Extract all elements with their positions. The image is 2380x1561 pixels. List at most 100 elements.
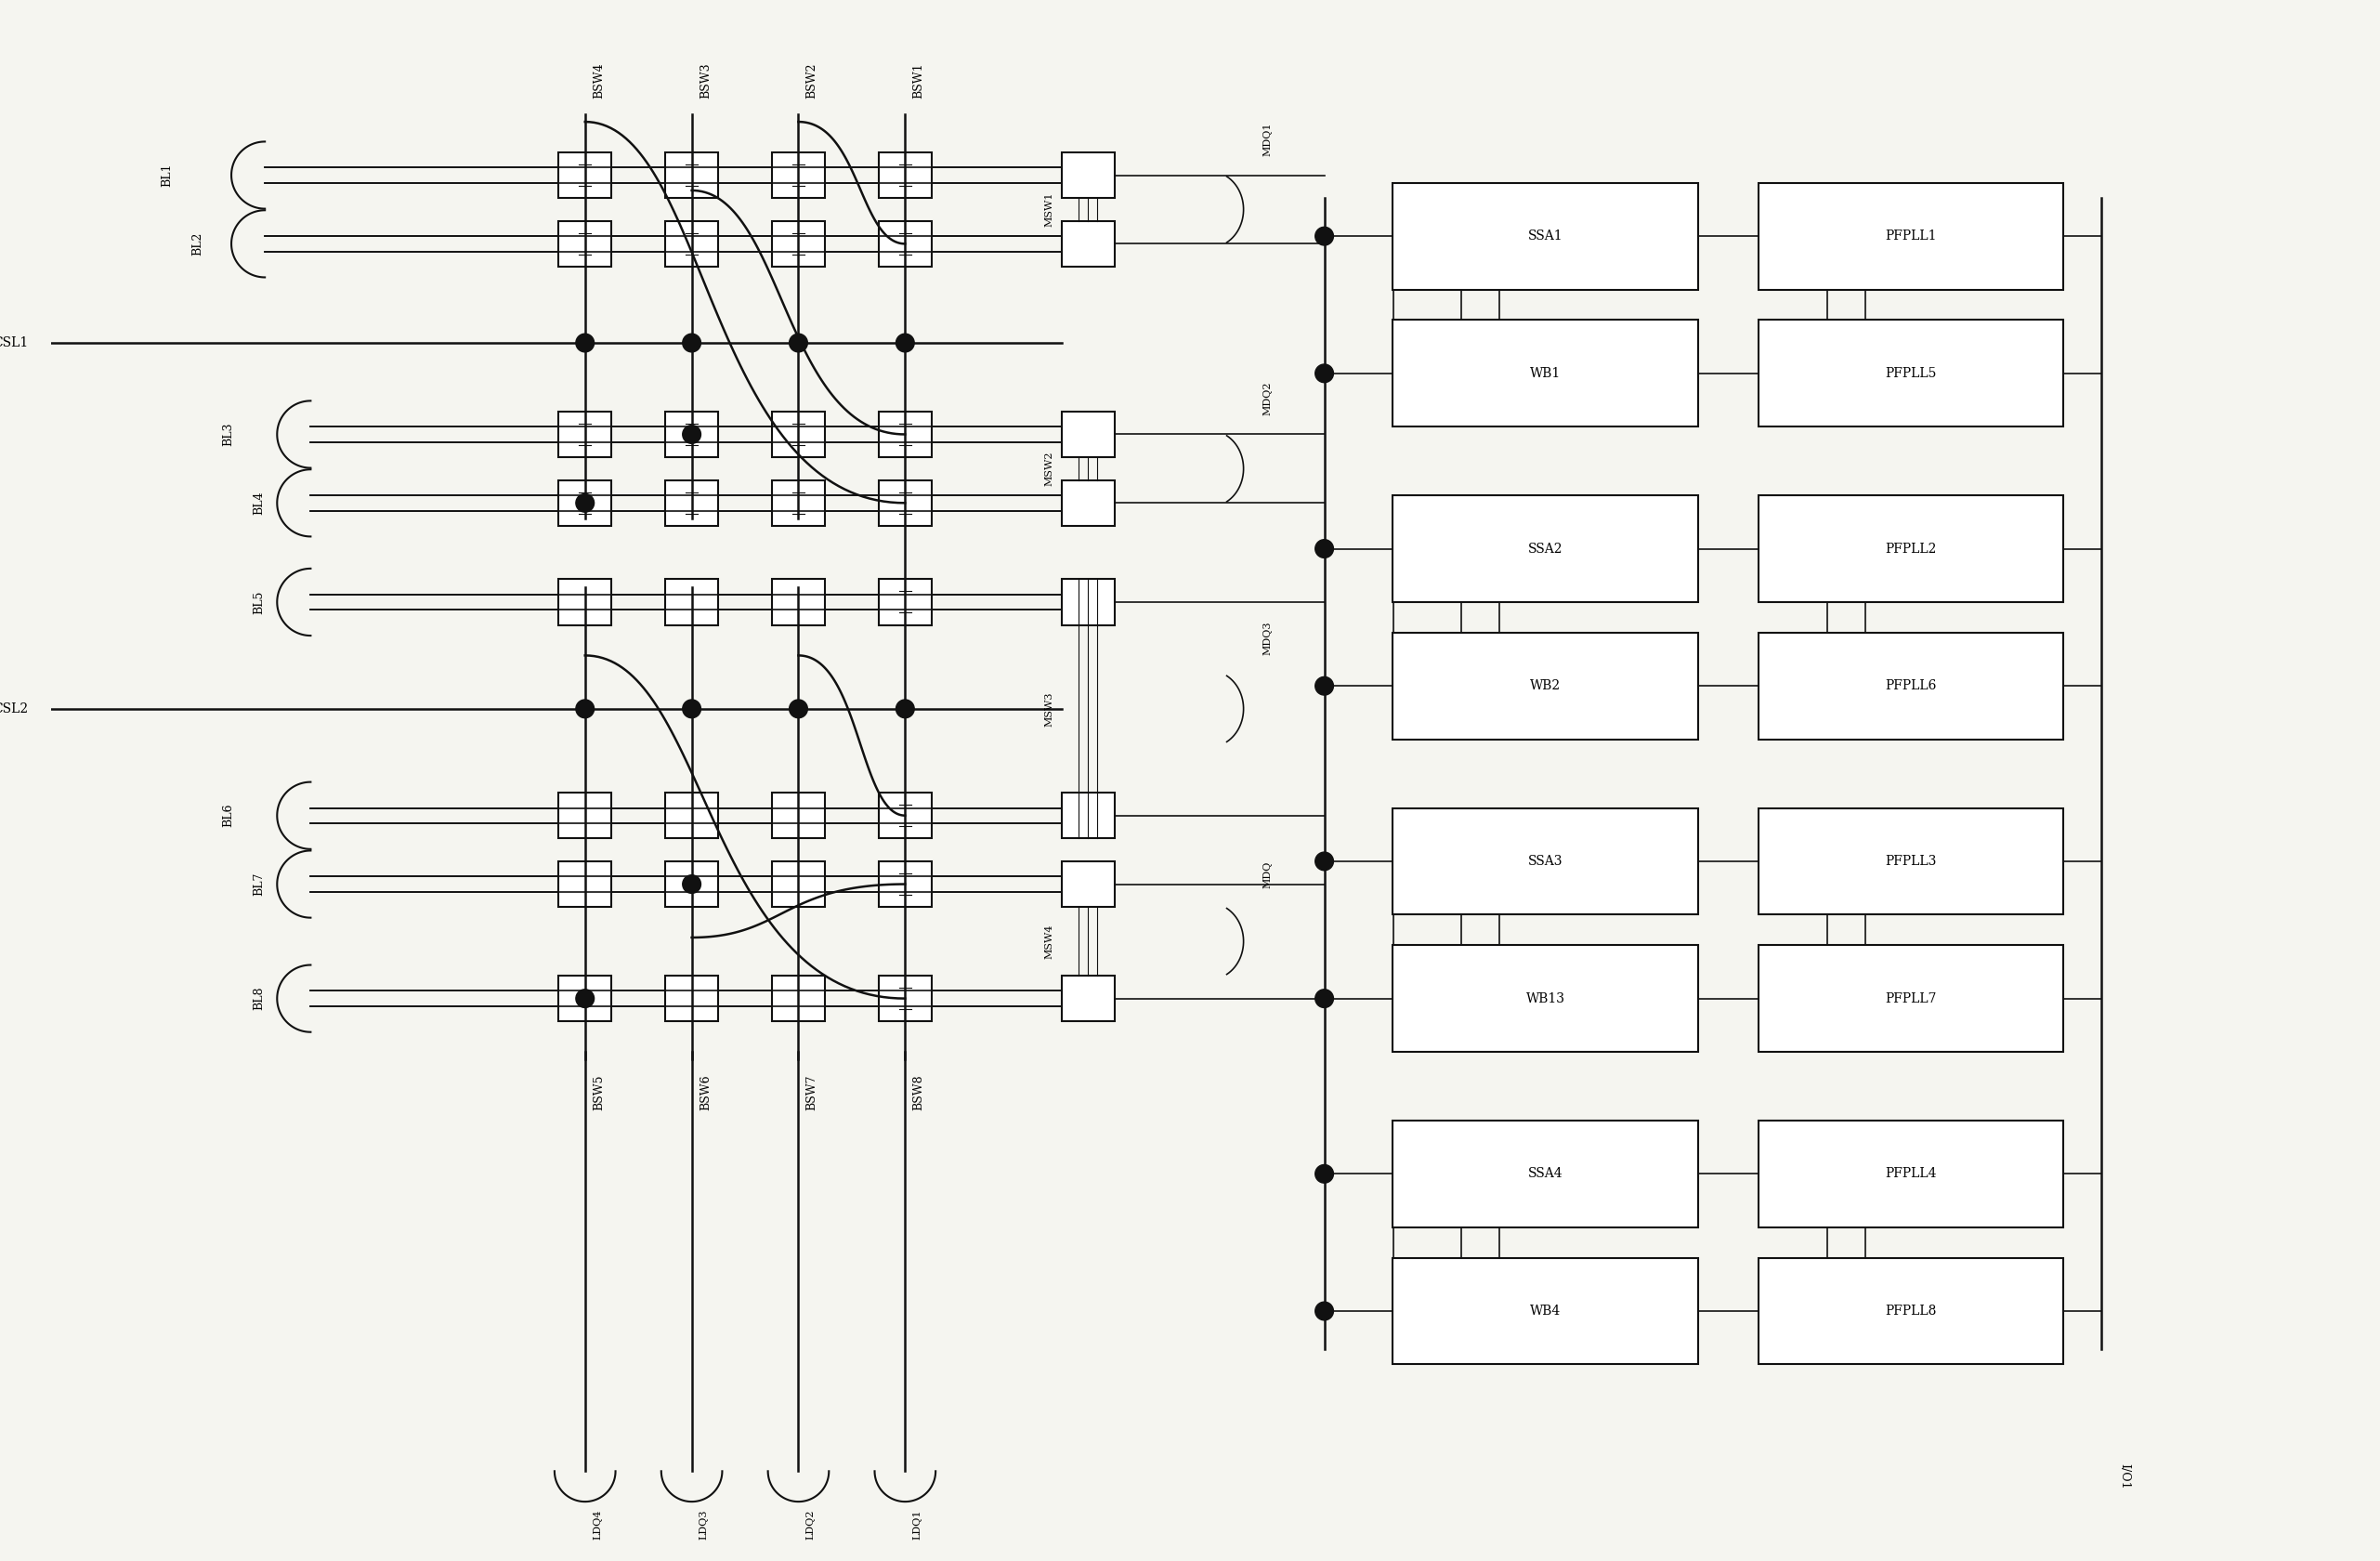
Bar (1392, 495, 1697, 603)
Text: PFPLL2: PFPLL2 (1885, 542, 1937, 556)
Bar (1392, 1121, 1697, 1227)
Text: MDQ3: MDQ3 (1264, 621, 1273, 656)
Bar (878, 579, 933, 624)
Bar (771, 153, 826, 198)
Text: BL7: BL7 (252, 873, 264, 896)
Bar (1759, 183, 2063, 289)
Text: BSW2: BSW2 (807, 62, 819, 98)
Bar (559, 153, 612, 198)
Bar (664, 862, 719, 907)
Text: BSW7: BSW7 (807, 1074, 819, 1110)
Bar (1392, 944, 1697, 1052)
Bar (1759, 1258, 2063, 1364)
Text: MSW1: MSW1 (1045, 192, 1054, 226)
Bar (1061, 153, 1114, 198)
Text: SSA4: SSA4 (1528, 1168, 1564, 1180)
Circle shape (683, 425, 700, 443)
Text: MDQ2: MDQ2 (1264, 381, 1273, 415)
Circle shape (1316, 226, 1333, 245)
Bar (771, 579, 826, 624)
Circle shape (1316, 1165, 1333, 1183)
Bar (878, 481, 933, 526)
Circle shape (1316, 852, 1333, 871)
Bar (1061, 793, 1114, 838)
Text: BSW5: BSW5 (593, 1074, 605, 1110)
Bar (664, 579, 719, 624)
Bar (664, 976, 719, 1021)
Circle shape (683, 334, 700, 353)
Text: PFPLL3: PFPLL3 (1885, 855, 1937, 868)
Text: BL5: BL5 (252, 590, 264, 613)
Bar (664, 793, 719, 838)
Bar (1392, 809, 1697, 915)
Circle shape (895, 699, 914, 718)
Circle shape (1316, 990, 1333, 1008)
Bar (771, 976, 826, 1021)
Circle shape (683, 699, 700, 718)
Text: WB13: WB13 (1526, 991, 1566, 1005)
Text: BL3: BL3 (221, 423, 233, 446)
Text: BL8: BL8 (252, 987, 264, 1010)
Text: LDQ2: LDQ2 (807, 1509, 816, 1539)
Text: PFPLL1: PFPLL1 (1885, 229, 1937, 242)
Bar (664, 481, 719, 526)
Bar (559, 862, 612, 907)
Bar (1392, 183, 1697, 289)
Text: MDQ: MDQ (1264, 860, 1273, 888)
Text: BL6: BL6 (221, 804, 233, 827)
Bar (559, 579, 612, 624)
Text: PFPLL5: PFPLL5 (1885, 367, 1937, 379)
Text: BSW6: BSW6 (700, 1074, 712, 1110)
Text: MSW2: MSW2 (1045, 451, 1054, 485)
Text: WB2: WB2 (1530, 679, 1561, 693)
Bar (1759, 1121, 2063, 1227)
Circle shape (576, 493, 595, 512)
Bar (1061, 481, 1114, 526)
Bar (1392, 320, 1697, 426)
Text: SSA2: SSA2 (1528, 542, 1564, 556)
Text: PFPLL4: PFPLL4 (1885, 1168, 1937, 1180)
Bar (771, 793, 826, 838)
Bar (559, 793, 612, 838)
Text: WB4: WB4 (1530, 1305, 1561, 1317)
Bar (1061, 862, 1114, 907)
Text: BL4: BL4 (252, 492, 264, 515)
Bar (1759, 632, 2063, 740)
Bar (664, 222, 719, 267)
Bar (664, 153, 719, 198)
Text: BL2: BL2 (193, 233, 205, 256)
Text: SSA3: SSA3 (1528, 855, 1564, 868)
Bar (664, 412, 719, 457)
Bar (878, 793, 933, 838)
Text: PFPLL8: PFPLL8 (1885, 1305, 1937, 1317)
Bar (1061, 976, 1114, 1021)
Circle shape (895, 334, 914, 353)
Text: BSW1: BSW1 (914, 62, 926, 98)
Bar (1392, 632, 1697, 740)
Bar (559, 481, 612, 526)
Circle shape (683, 876, 700, 893)
Bar (878, 153, 933, 198)
Bar (1061, 222, 1114, 267)
Circle shape (790, 699, 807, 718)
Text: MSW3: MSW3 (1045, 692, 1054, 726)
Text: CSL2: CSL2 (0, 702, 29, 715)
Circle shape (790, 334, 807, 353)
Bar (559, 976, 612, 1021)
Circle shape (576, 334, 595, 353)
Text: CSL1: CSL1 (0, 336, 29, 350)
Text: BL1: BL1 (162, 164, 174, 187)
Bar (878, 222, 933, 267)
Text: PFPLL6: PFPLL6 (1885, 679, 1937, 693)
Circle shape (1316, 1302, 1333, 1321)
Circle shape (576, 699, 595, 718)
Circle shape (1316, 540, 1333, 557)
Bar (878, 976, 933, 1021)
Text: PFPLL7: PFPLL7 (1885, 991, 1937, 1005)
Text: LDQ4: LDQ4 (593, 1509, 602, 1539)
Bar (771, 481, 826, 526)
Text: BSW3: BSW3 (700, 62, 712, 98)
Text: BSW4: BSW4 (593, 62, 605, 98)
Text: LDQ3: LDQ3 (700, 1509, 709, 1539)
Bar (878, 862, 933, 907)
